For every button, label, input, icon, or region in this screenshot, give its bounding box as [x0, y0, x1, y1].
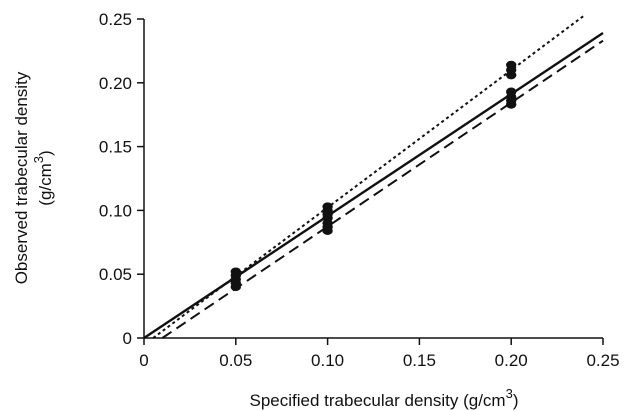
- x-tick-label: 0.15: [403, 351, 436, 370]
- y-tick-label: 0.15: [99, 138, 132, 157]
- x-tick-label: 0.25: [586, 351, 619, 370]
- data-point: [322, 226, 333, 236]
- axes: [143, 19, 603, 339]
- fit-line-solid: [143, 32, 604, 339]
- data-point: [230, 282, 241, 292]
- y-tick-label: 0.25: [99, 10, 132, 29]
- fit-line-dashed: [161, 39, 604, 339]
- y-axis-title: Observed trabecular density (g/cm3): [12, 71, 55, 284]
- y-axis-title-superscript: 3: [31, 156, 46, 163]
- x-tick-label: 0: [139, 351, 148, 370]
- tick-marks: 0 0.05 0.10 0.15 0.20 0.25 0 0.05 0.10 0.15 0.20 0.…: [99, 10, 620, 370]
- y-tick-label: 0.20: [99, 74, 132, 93]
- data-point: [506, 70, 517, 80]
- x-tick-label: 0.05: [219, 351, 252, 370]
- x-axis-title: Specified trabecular density (g/cm3): [250, 386, 519, 410]
- fit-line-dotted: [152, 14, 586, 339]
- fit-lines: [143, 14, 604, 339]
- data-points: [230, 60, 517, 292]
- y-tick-label: 0.05: [99, 265, 132, 284]
- x-tick-label: 0.10: [311, 351, 344, 370]
- y-tick-label: 0: [123, 329, 132, 348]
- data-point: [506, 100, 517, 109]
- y-tick-label: 0.10: [99, 201, 132, 220]
- y-axis-title-line1: Observed trabecular density: [12, 71, 31, 284]
- x-axis-title-superscript: 3: [506, 386, 513, 401]
- x-tick-label: 0.20: [495, 351, 528, 370]
- y-axis-title-line2: (g/cm3): [31, 150, 55, 205]
